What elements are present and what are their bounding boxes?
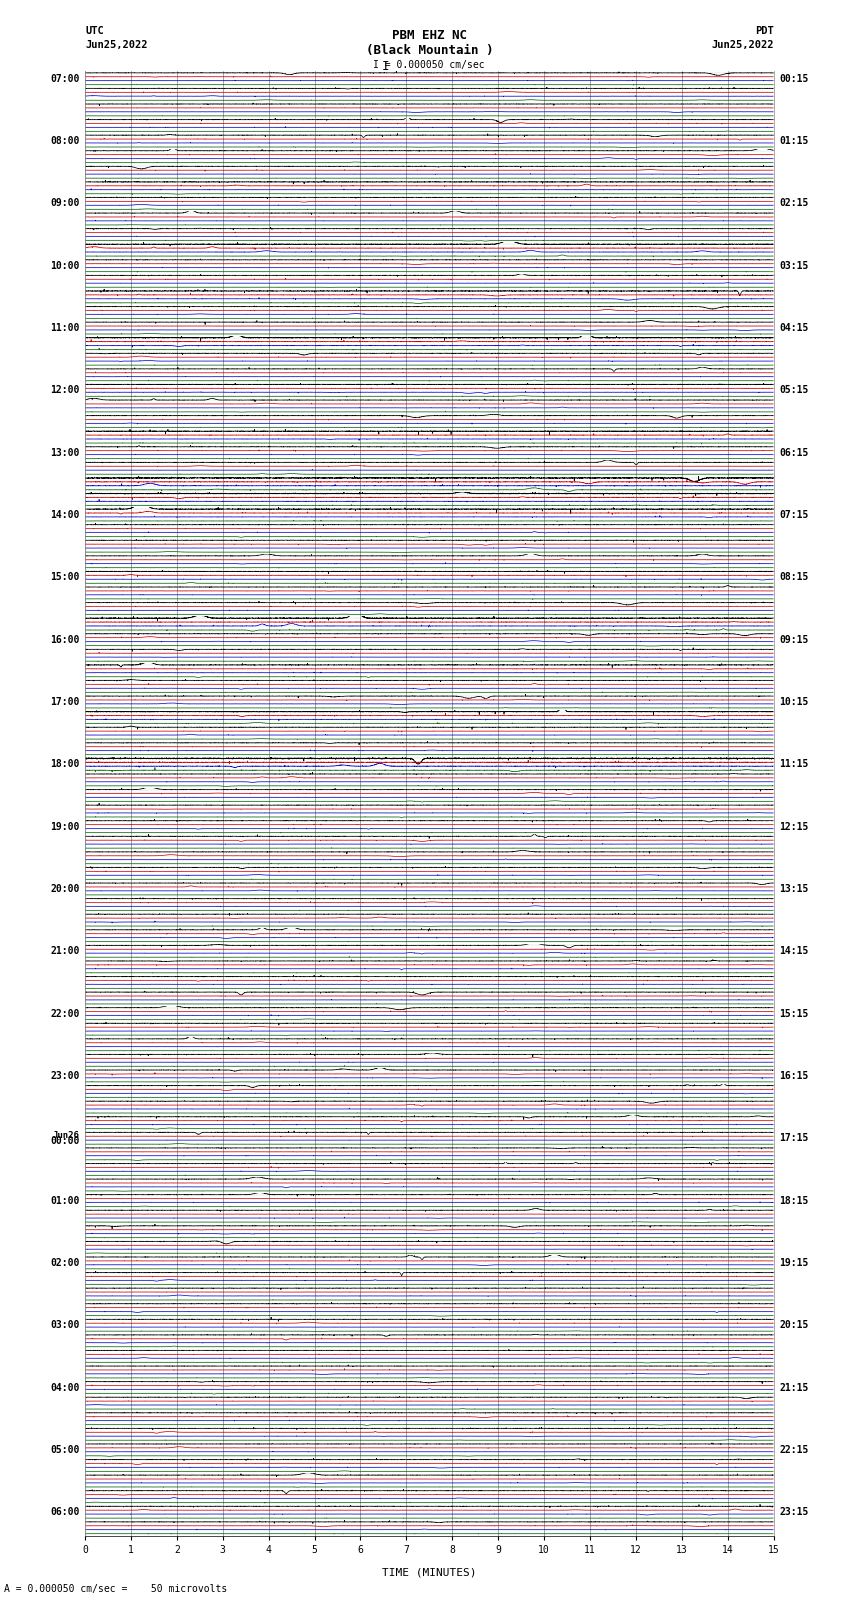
Text: 15:00: 15:00 [50,573,80,582]
Text: 03:00: 03:00 [50,1319,80,1331]
Text: 03:15: 03:15 [779,261,808,271]
Text: 13:00: 13:00 [50,448,80,458]
Text: 11:00: 11:00 [50,323,80,332]
Text: 23:00: 23:00 [50,1071,80,1081]
Text: (Black Mountain ): (Black Mountain ) [366,44,493,56]
Text: 21:15: 21:15 [779,1382,808,1392]
Text: 06:00: 06:00 [50,1507,80,1518]
Text: 06:15: 06:15 [779,448,808,458]
Text: Jun26: Jun26 [53,1131,80,1140]
Text: 19:00: 19:00 [50,821,80,832]
Text: 15:15: 15:15 [779,1008,808,1019]
Text: 04:15: 04:15 [779,323,808,332]
Text: 20:15: 20:15 [779,1319,808,1331]
Text: I: I [382,60,389,73]
Text: 09:15: 09:15 [779,634,808,645]
Text: 18:00: 18:00 [50,760,80,769]
Text: 12:15: 12:15 [779,821,808,832]
Text: Jun25,2022: Jun25,2022 [711,40,774,50]
Text: 10:15: 10:15 [779,697,808,706]
Text: TIME (MINUTES): TIME (MINUTES) [382,1568,477,1578]
Text: Jun25,2022: Jun25,2022 [85,40,148,50]
Text: 20:00: 20:00 [50,884,80,894]
Text: 17:15: 17:15 [779,1134,808,1144]
Text: 01:00: 01:00 [50,1195,80,1205]
Text: 00:00: 00:00 [50,1137,80,1147]
Text: 23:15: 23:15 [779,1507,808,1518]
Text: 04:00: 04:00 [50,1382,80,1392]
Text: 19:15: 19:15 [779,1258,808,1268]
Text: PDT: PDT [755,26,774,35]
Text: 08:00: 08:00 [50,135,80,147]
Text: 16:15: 16:15 [779,1071,808,1081]
Text: 07:00: 07:00 [50,74,80,84]
Text: 17:00: 17:00 [50,697,80,706]
Text: 02:15: 02:15 [779,198,808,208]
Text: 05:15: 05:15 [779,386,808,395]
Text: 21:00: 21:00 [50,947,80,957]
Text: 09:00: 09:00 [50,198,80,208]
Text: 13:15: 13:15 [779,884,808,894]
Text: 12:00: 12:00 [50,386,80,395]
Text: 18:15: 18:15 [779,1195,808,1205]
Text: A = 0.000050 cm/sec =    50 microvolts: A = 0.000050 cm/sec = 50 microvolts [4,1584,228,1594]
Text: UTC: UTC [85,26,104,35]
Text: 07:15: 07:15 [779,510,808,519]
Text: PBM EHZ NC: PBM EHZ NC [392,29,467,42]
Text: 16:00: 16:00 [50,634,80,645]
Text: 10:00: 10:00 [50,261,80,271]
Text: 00:15: 00:15 [779,74,808,84]
Text: 22:00: 22:00 [50,1008,80,1019]
Text: 08:15: 08:15 [779,573,808,582]
Text: 01:15: 01:15 [779,135,808,147]
Text: 14:15: 14:15 [779,947,808,957]
Text: I = 0.000050 cm/sec: I = 0.000050 cm/sec [373,60,485,69]
Text: 05:00: 05:00 [50,1445,80,1455]
Text: 02:00: 02:00 [50,1258,80,1268]
Text: 11:15: 11:15 [779,760,808,769]
Text: 14:00: 14:00 [50,510,80,519]
Text: 22:15: 22:15 [779,1445,808,1455]
